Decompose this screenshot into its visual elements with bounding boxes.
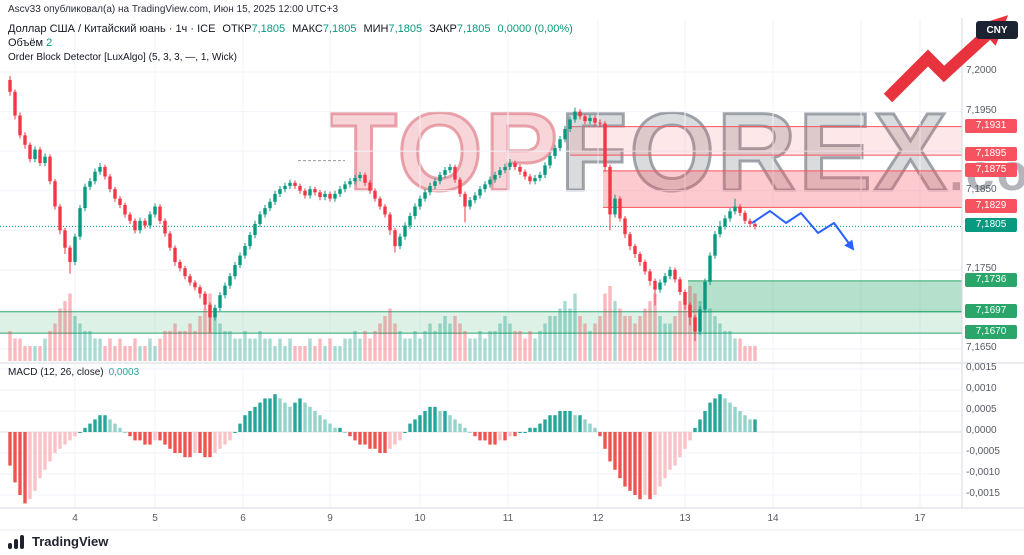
footer-brand[interactable]: TradingView xyxy=(8,534,108,549)
volume-legend-row[interactable]: Объём 2 xyxy=(8,37,573,50)
price-axis-badge-resistance: 7,1829 xyxy=(965,199,1017,214)
tradingview-logo-icon xyxy=(8,534,24,549)
macd-axis-label: -0,0015 xyxy=(966,488,1000,499)
macd-histogram xyxy=(8,394,757,504)
time-axis-label: 5 xyxy=(152,513,158,524)
low-value: 7,1805 xyxy=(388,23,423,35)
volume-label: Объём xyxy=(8,37,44,49)
publish-info: Ascv33 опубликовал(а) на TradingView.com… xyxy=(8,4,339,15)
symbol-title[interactable]: Доллар США / Китайский юань · 1ч · ICE xyxy=(8,23,216,35)
time-axis-label: 13 xyxy=(679,513,691,524)
time-axis-label: 17 xyxy=(914,513,926,524)
price-axis-label: 7,1750 xyxy=(966,262,997,274)
time-axis-label: 12 xyxy=(592,513,604,524)
time-axis-label: 11 xyxy=(502,513,514,524)
change-value: 0,0000 (0,00%) xyxy=(497,23,573,35)
close-value: 7,1805 xyxy=(456,23,491,35)
orderblock-indicator-label: Order Block Detector [LuxAlgo] (5, 3, 3,… xyxy=(8,52,237,63)
macd-axis-label: 0,0005 xyxy=(966,404,997,415)
price-axis-badge-resistance: 7,1931 xyxy=(965,118,1017,133)
close-label: ЗАКР xyxy=(429,23,457,35)
price-axis-badge-support: 7,1670 xyxy=(965,325,1017,340)
candles xyxy=(8,75,757,342)
price-axis-label: 7,2000 xyxy=(966,65,997,76)
currency-badge[interactable]: CNY xyxy=(976,21,1018,39)
low-label: МИН xyxy=(363,23,389,35)
price-axis-badge-support: 7,1697 xyxy=(965,303,1017,318)
volume-value: 2 xyxy=(46,37,53,49)
macd-axis-label: 0,0000 xyxy=(966,425,997,436)
macd-axis-label: 0,0015 xyxy=(966,362,997,373)
macd-axis-label: -0,0010 xyxy=(966,467,1000,478)
separators xyxy=(0,18,1024,531)
price-axis-badge-resistance: 7,1895 xyxy=(965,147,1017,162)
orderblock-legend-row[interactable]: Order Block Detector [LuxAlgo] (5, 3, 3,… xyxy=(8,51,573,64)
chart-legend: Доллар США / Китайский юань · 1ч · ICE ОТ… xyxy=(8,23,573,65)
time-axis-label: 9 xyxy=(327,513,333,524)
macd-value: 0,0003 xyxy=(108,367,140,378)
price-axis-badge-support: 7,1736 xyxy=(965,272,1017,287)
symbol-legend-row[interactable]: Доллар США / Китайский юань · 1ч · ICE ОТ… xyxy=(8,23,573,36)
price-axis-label: 7,1950 xyxy=(966,104,997,116)
time-axis-label: 4 xyxy=(72,513,78,524)
macd-axis-label: -0,0005 xyxy=(966,446,1000,457)
open-label: ОТКР xyxy=(222,23,252,35)
footer-brand-label: TradingView xyxy=(32,534,109,549)
time-axis-label: 6 xyxy=(240,513,246,524)
time-axis-label: 14 xyxy=(767,513,779,524)
macd-legend-row[interactable]: MACD (12, 26, close) 0,0003 xyxy=(8,367,139,378)
high-label: МАКС xyxy=(292,23,323,35)
price-axis-label: 7,1850 xyxy=(966,183,997,195)
price-axis-label: 7,1650 xyxy=(966,341,997,353)
price-axis-badge-current: 7,1805 xyxy=(965,218,1017,233)
macd-axis-label: 0,0010 xyxy=(966,383,997,394)
high-value: 7,1805 xyxy=(322,23,357,35)
open-value: 7,1805 xyxy=(251,23,286,35)
orderblock-zones xyxy=(0,126,962,334)
price-axis-badge-resistance: 7,1875 xyxy=(965,162,1017,177)
macd-label: MACD (12, 26, close) xyxy=(8,367,104,378)
time-axis-label: 10 xyxy=(414,513,426,524)
